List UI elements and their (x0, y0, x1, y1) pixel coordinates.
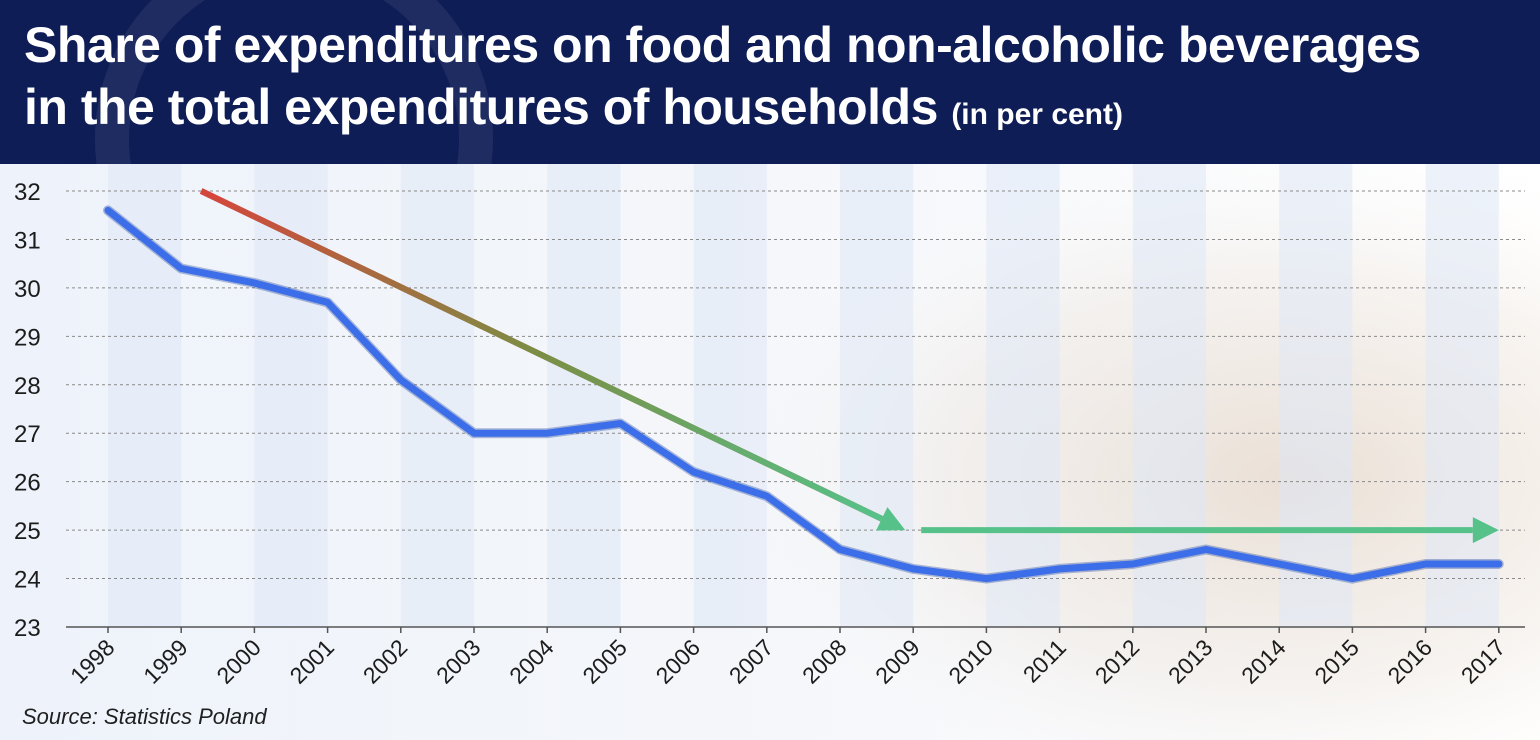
y-tick-label: 31 (14, 227, 41, 254)
data-point (104, 207, 112, 214)
y-axis-ticks: 23 24 25 26 27 28 29 30 31 32 (14, 179, 41, 642)
title-line-1: Share of expenditures on food and non-al… (24, 17, 1421, 73)
data-point (178, 265, 185, 272)
y-tick-label: 28 (14, 373, 41, 400)
y-tick-label: 27 (14, 421, 41, 448)
series-line (104, 206, 1503, 583)
data-point (1349, 575, 1356, 582)
y-tick-label: 26 (14, 470, 41, 497)
year-bands (108, 164, 1499, 627)
title-banner: Share of expenditures on food and non-al… (0, 0, 1540, 164)
data-point (1495, 560, 1503, 568)
gridlines (66, 190, 1525, 628)
title-line-2: in the total expenditures of households (24, 79, 938, 135)
y-tick-label: 30 (14, 276, 41, 303)
data-point (690, 468, 697, 476)
data-point (544, 430, 551, 437)
data-point (470, 430, 478, 437)
data-point (983, 575, 990, 582)
data-point (397, 376, 404, 384)
chart-title: Share of expenditures on food and non-al… (24, 14, 1421, 146)
y-tick-label: 29 (14, 324, 41, 351)
y-tick-label: 25 (14, 518, 41, 545)
y-tick-label: 23 (14, 615, 41, 642)
trend-arrows (199, 188, 1499, 544)
data-series (103, 205, 1504, 584)
trend-arrow-head (1472, 517, 1499, 544)
data-point (1276, 560, 1283, 568)
year-band (400, 164, 474, 627)
data-point (251, 279, 258, 287)
source-note: Source: Statistics Poland (22, 704, 267, 729)
y-tick-label: 32 (14, 179, 41, 206)
data-point (910, 565, 917, 573)
year-band (986, 164, 1060, 627)
year-band (693, 164, 767, 627)
trend-arrow-shaft-gradient (199, 188, 884, 522)
trend-arrow-head (876, 507, 906, 531)
data-point (763, 493, 770, 500)
data-point (1056, 565, 1063, 573)
y-tick-label: 24 (14, 567, 41, 594)
year-band (547, 164, 621, 627)
data-point (1129, 560, 1137, 568)
data-point (1202, 546, 1210, 553)
data-point (1422, 560, 1429, 568)
year-band (1279, 164, 1353, 627)
data-point (617, 420, 624, 427)
year-band (254, 164, 328, 627)
data-point (836, 546, 844, 553)
title-unit: (in per cent) (951, 98, 1123, 131)
data-point (324, 299, 331, 306)
year-band (1425, 164, 1499, 627)
